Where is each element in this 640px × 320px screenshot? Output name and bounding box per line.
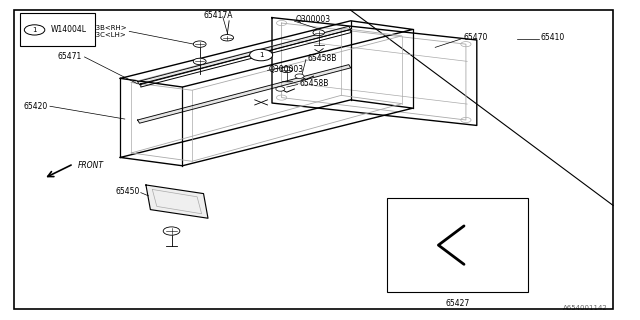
Bar	[387, 198, 528, 292]
Text: 65423C<LH>: 65423C<LH>	[79, 32, 127, 37]
Text: 1: 1	[259, 52, 264, 58]
Text: 65458B: 65458B	[307, 54, 337, 63]
Text: 65450: 65450	[115, 187, 140, 196]
Text: 65423B<RH>: 65423B<RH>	[78, 25, 127, 31]
Circle shape	[193, 41, 206, 47]
Text: 65417A: 65417A	[204, 11, 233, 20]
Text: 65470: 65470	[464, 33, 488, 42]
Circle shape	[295, 74, 304, 78]
Polygon shape	[146, 185, 208, 218]
Circle shape	[193, 58, 206, 65]
Text: Q300003: Q300003	[296, 15, 331, 24]
Polygon shape	[138, 65, 351, 123]
Text: Q300003: Q300003	[269, 65, 304, 74]
Text: 1: 1	[32, 27, 37, 33]
Text: 65420: 65420	[24, 102, 48, 111]
Circle shape	[221, 35, 234, 41]
Text: FRONT: FRONT	[78, 161, 104, 170]
Circle shape	[163, 227, 180, 235]
Circle shape	[313, 30, 324, 36]
Text: A654001142: A654001142	[563, 305, 608, 311]
Polygon shape	[138, 26, 351, 85]
Bar	[20, 13, 95, 46]
Text: 65471: 65471	[58, 52, 82, 61]
Text: 65410: 65410	[541, 33, 565, 42]
Text: W14004L: W14004L	[51, 25, 86, 35]
Circle shape	[250, 49, 273, 61]
Circle shape	[281, 67, 292, 73]
Text: 65427: 65427	[445, 299, 470, 308]
Text: 65458B: 65458B	[300, 79, 329, 88]
Circle shape	[276, 87, 285, 91]
